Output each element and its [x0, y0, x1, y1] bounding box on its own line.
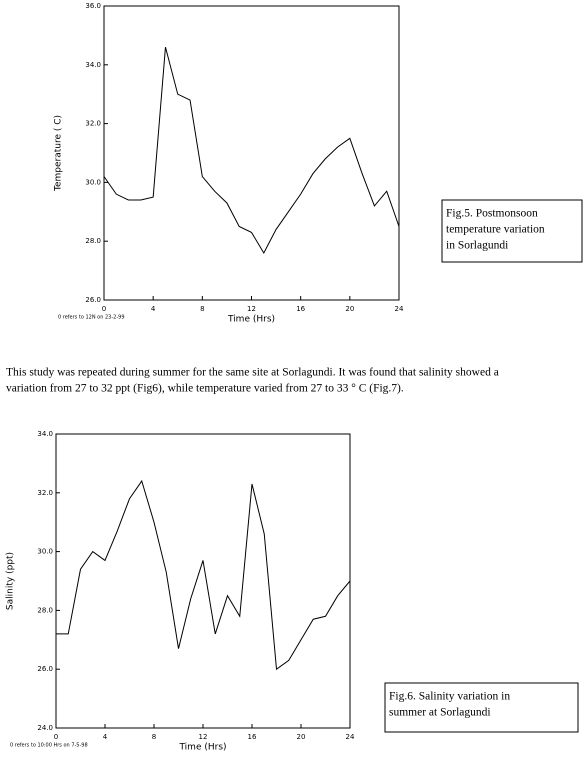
x-axis-label: Time (Hrs): [178, 743, 226, 753]
plot-frame: [55, 433, 351, 729]
y-tick-label: 36.0: [85, 2, 101, 10]
y-tick-label: 34.0: [37, 430, 53, 438]
x-tick-label: 8: [152, 733, 156, 741]
caption-line: temperature variation: [446, 224, 545, 236]
x-tick-label: 0: [54, 733, 58, 741]
data-line: [56, 479, 351, 671]
y-axis-label: Salinity (ppt): [6, 552, 16, 610]
caption-box: [441, 199, 583, 263]
axis-note: 0 refers to 12N on 23-2-99: [58, 315, 125, 321]
x-tick-label: 24: [395, 305, 404, 313]
y-tick-label: 26.0: [85, 296, 101, 304]
y-tick-label: 28.0: [85, 237, 101, 245]
caption-line: in Sorlagundi: [446, 240, 508, 252]
x-tick-label: 20: [345, 305, 354, 313]
caption-line: Fig.5. Postmonsoon: [446, 208, 538, 220]
x-tick-label: 20: [297, 733, 306, 741]
x-tick-label: 0: [102, 305, 106, 313]
y-tick-label: 24.0: [37, 724, 53, 732]
x-tick-label: 16: [296, 305, 305, 313]
paragraph-line: variation from 27 to 32 ppt (Fig6), whil…: [6, 383, 404, 395]
paragraph-line: This study was repeated during summer fo…: [6, 367, 499, 379]
y-tick-label: 34.0: [85, 61, 101, 69]
caption-line: Fig.6. Salinity variation in: [389, 691, 510, 703]
x-axis-label: Time (Hrs): [227, 315, 275, 325]
axis-note: 0 refers to 10:00 Hrs on 7-5-98: [10, 743, 88, 749]
y-tick-label: 26.0: [37, 665, 53, 673]
x-tick-label: 4: [151, 305, 156, 313]
y-tick-label: 32.0: [85, 120, 101, 128]
x-tick-label: 12: [247, 305, 256, 313]
x-tick-label: 4: [103, 733, 108, 741]
x-tick-label: 16: [248, 733, 257, 741]
y-tick-label: 30.0: [37, 548, 53, 556]
x-tick-label: 8: [200, 305, 204, 313]
y-tick-label: 32.0: [37, 489, 53, 497]
x-tick-label: 24: [346, 733, 355, 741]
caption-box: [384, 682, 579, 733]
y-tick-label: 30.0: [85, 178, 101, 186]
y-tick-label: 28.0: [37, 606, 53, 614]
x-tick-label: 12: [199, 733, 208, 741]
caption-line: summer at Sorlagundi: [389, 707, 491, 719]
y-axis-label: Temperature ( C): [54, 115, 64, 192]
data-line: [103, 47, 400, 254]
